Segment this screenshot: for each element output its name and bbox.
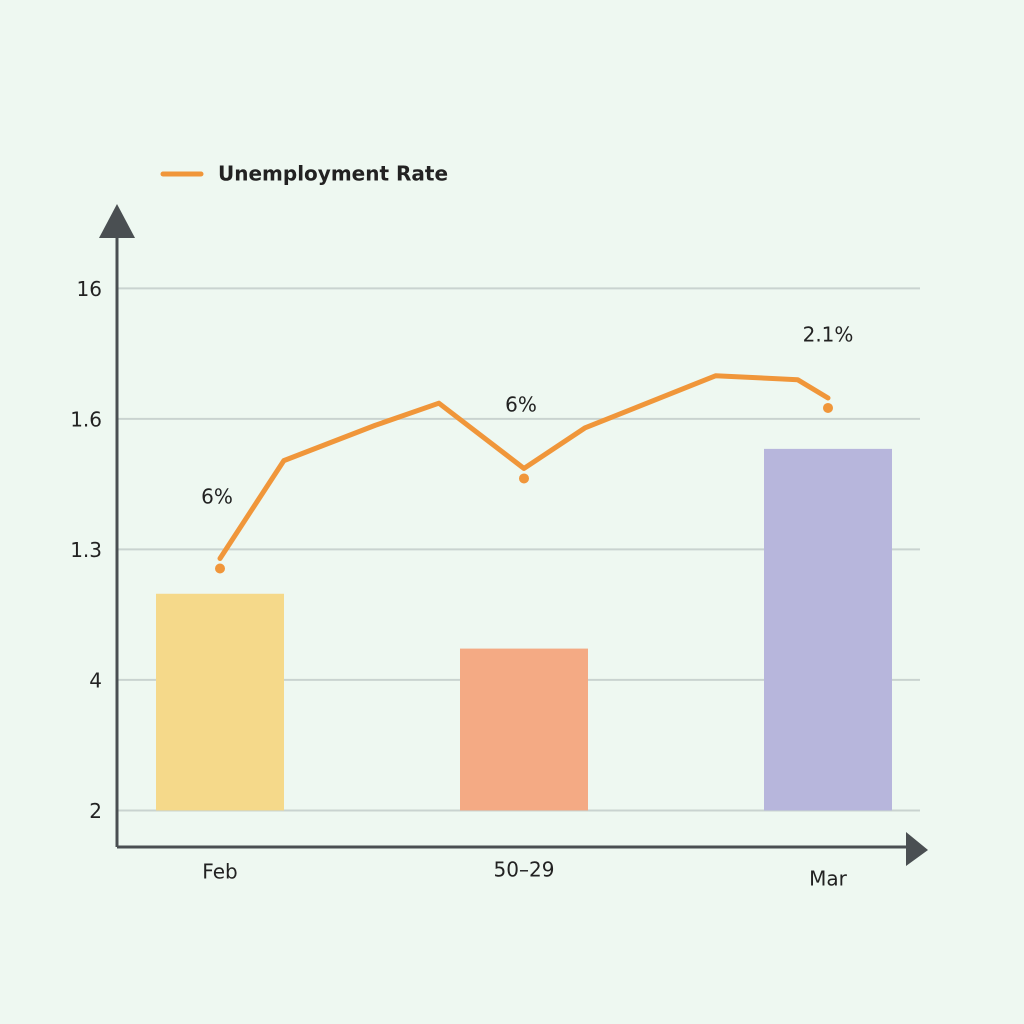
line-marker (823, 402, 833, 413)
line-marker (215, 563, 225, 574)
y-tick-label: 2 (89, 799, 102, 823)
bar (460, 648, 588, 811)
x-tick-label: Feb (202, 860, 237, 884)
annotation: 6% (201, 485, 233, 509)
y-tick-label: 1.6 (70, 407, 102, 431)
y-tick-label: 4 (89, 668, 102, 692)
y-tick-label: 16 (77, 277, 102, 301)
legend-label: Unemployment Rate (218, 162, 448, 186)
y-tick-label: 1.3 (70, 538, 102, 562)
bar (156, 593, 284, 811)
line-series (217, 373, 831, 562)
x-tick-label: 50–29 (494, 858, 555, 882)
annotation: 6% (505, 393, 537, 417)
annotation: 2.1% (803, 323, 854, 347)
bar (764, 448, 892, 811)
x-axis-arrow (906, 832, 928, 866)
line-marker (519, 473, 529, 484)
x-tick-label: Mar (809, 867, 848, 891)
y-axis-arrow (99, 204, 135, 238)
